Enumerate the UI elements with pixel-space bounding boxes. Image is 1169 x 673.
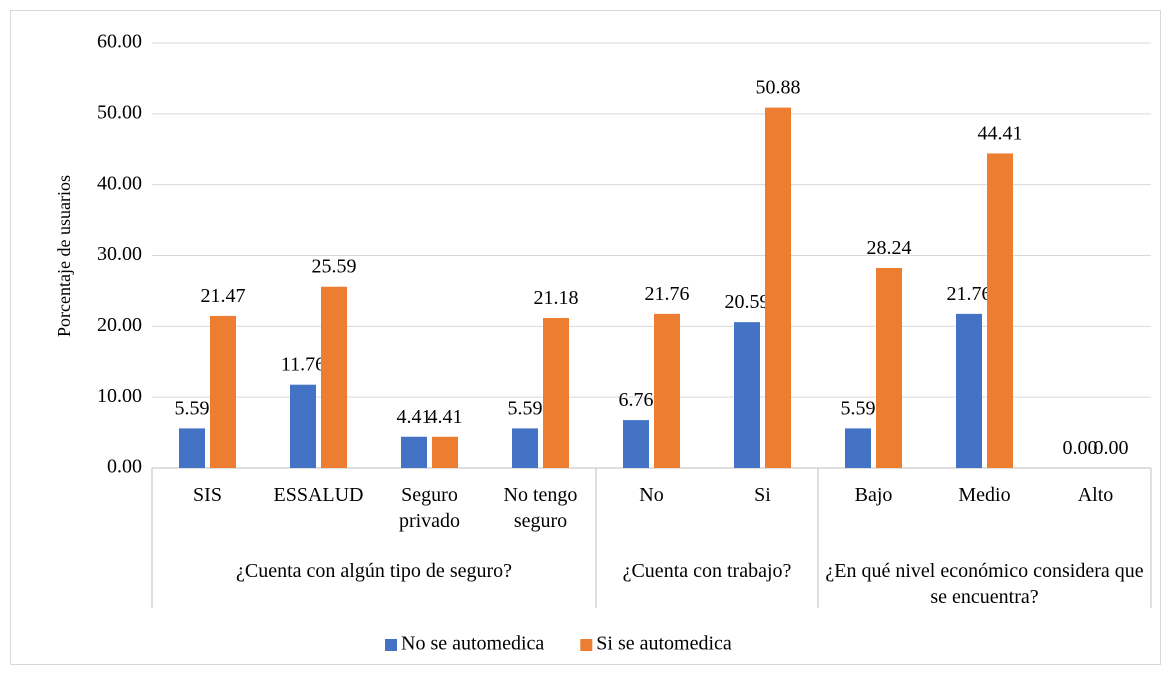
bar bbox=[765, 107, 791, 468]
y-axis-label: Porcentaje de usuarios bbox=[54, 175, 74, 337]
bar bbox=[845, 428, 871, 468]
bar bbox=[321, 286, 347, 468]
data-label: 44.41 bbox=[978, 122, 1023, 144]
data-label: 6.76 bbox=[619, 389, 654, 411]
bar bbox=[734, 322, 760, 468]
bar bbox=[512, 428, 538, 468]
data-label: 21.76 bbox=[645, 283, 690, 305]
legend-label: No se automedica bbox=[401, 633, 544, 655]
group-label: ¿Cuenta con trabajo? bbox=[622, 560, 792, 582]
bar bbox=[210, 315, 236, 468]
x-tick-label: Si bbox=[754, 484, 771, 506]
bar bbox=[654, 313, 680, 468]
data-label: 21.76 bbox=[947, 283, 992, 305]
data-label: 11.76 bbox=[281, 354, 325, 376]
bar bbox=[543, 317, 569, 468]
bar bbox=[876, 267, 902, 468]
y-tick-label: 40.00 bbox=[97, 172, 142, 194]
x-tick-label: Alto bbox=[1077, 484, 1114, 506]
x-tick-label: No bbox=[639, 484, 664, 506]
bar bbox=[179, 428, 205, 468]
legend-label: Si se automedica bbox=[596, 633, 732, 655]
x-tick-label: Medio bbox=[958, 484, 1011, 506]
x-tick-label: Seguro privado bbox=[398, 484, 461, 532]
data-label: 20.59 bbox=[725, 291, 770, 313]
y-tick-label: 60.00 bbox=[97, 31, 142, 53]
bar bbox=[956, 313, 982, 468]
bar bbox=[987, 153, 1013, 468]
data-label: 5.59 bbox=[175, 397, 210, 419]
x-tick-label: Bajo bbox=[854, 484, 893, 506]
data-label: 28.24 bbox=[867, 237, 912, 259]
group-label: ¿Cuenta con algún tipo de seguro? bbox=[235, 560, 513, 582]
y-tick-label: 50.00 bbox=[97, 101, 142, 123]
data-label: 4.41 bbox=[397, 406, 432, 428]
y-tick-label: 0.00 bbox=[107, 456, 142, 478]
bar bbox=[401, 436, 427, 468]
x-tick-label: No tengo seguro bbox=[503, 484, 578, 532]
data-label: 0.00 bbox=[1094, 437, 1129, 459]
legend-swatch bbox=[385, 639, 397, 651]
data-label: 5.59 bbox=[508, 397, 543, 419]
data-label: 50.88 bbox=[756, 77, 801, 99]
data-label: 25.59 bbox=[312, 256, 357, 278]
group-label: ¿En qué nivel económico considera que se… bbox=[825, 560, 1144, 608]
y-tick-label: 30.00 bbox=[97, 243, 142, 265]
chart-border bbox=[10, 10, 1161, 665]
data-label: 5.59 bbox=[841, 397, 876, 419]
bar bbox=[290, 384, 316, 468]
legend-swatch bbox=[580, 639, 593, 651]
bar bbox=[432, 436, 458, 468]
y-tick-label: 10.00 bbox=[97, 385, 142, 407]
y-tick-label: 20.00 bbox=[97, 314, 142, 336]
data-label: 21.47 bbox=[201, 285, 246, 307]
bar bbox=[623, 420, 649, 468]
data-label: 21.18 bbox=[534, 287, 579, 309]
x-tick-label: SIS bbox=[193, 484, 222, 506]
x-tick-label: ESSALUD bbox=[273, 484, 364, 506]
data-label: 0.00 bbox=[1063, 437, 1098, 459]
data-label: 4.41 bbox=[428, 406, 463, 428]
